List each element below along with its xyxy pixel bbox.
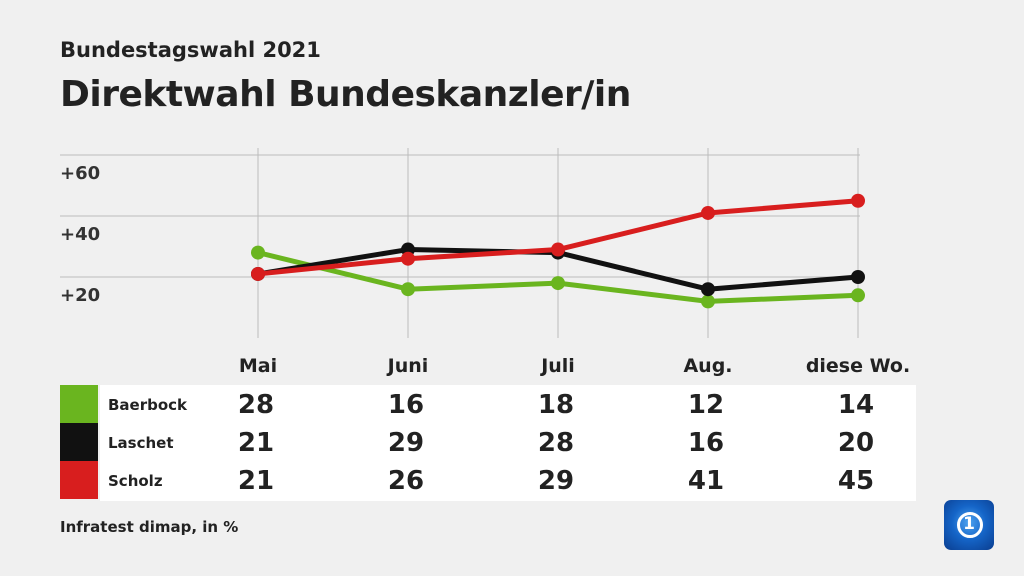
y-tick-label: +20 — [60, 285, 100, 306]
y-tick-label: +60 — [60, 163, 100, 184]
data-point-baerbock — [851, 288, 865, 303]
x-tick-label: Aug. — [683, 355, 732, 377]
line-chart: +20 +40 +60 Mai Juni Juli Aug. diese Wo. — [60, 148, 910, 377]
data-label: 14 — [837, 390, 875, 420]
legend-swatch — [60, 461, 98, 499]
x-tick-label: Juli — [539, 355, 575, 377]
data-point-laschet — [851, 270, 865, 284]
data-label: 16 — [387, 390, 425, 420]
data-point-scholz — [701, 205, 715, 220]
data-point-scholz — [551, 242, 565, 257]
chart-title: Direktwahl Bundeskanzler/in — [60, 74, 631, 115]
data-point-scholz — [251, 266, 265, 281]
data-point-laschet — [701, 282, 715, 297]
data-label: 28 — [537, 428, 575, 458]
data-label: 29 — [537, 466, 575, 496]
legend-label: Laschet — [108, 434, 174, 452]
data-label: 41 — [687, 466, 725, 496]
data-label: 29 — [387, 428, 425, 458]
supertitle: Bundestagswahl 2021 — [60, 38, 321, 62]
data-point-baerbock — [251, 245, 265, 260]
data-point-scholz — [401, 251, 415, 266]
data-table — [100, 385, 916, 501]
data-label: 21 — [237, 466, 275, 496]
x-tick-label: diese Wo. — [806, 355, 910, 377]
data-label: 26 — [387, 466, 425, 496]
data-label: 18 — [537, 390, 575, 420]
legend-label: Scholz — [108, 472, 163, 490]
data-label: 12 — [687, 390, 725, 420]
data-label: 21 — [237, 428, 275, 458]
legend-swatch — [60, 385, 98, 423]
x-tick-label: Juni — [386, 355, 429, 377]
data-point-baerbock — [551, 276, 565, 291]
ard-logo-icon: 1 — [944, 500, 994, 550]
logo-text: 1 — [963, 514, 975, 534]
data-label: 45 — [837, 466, 875, 496]
source-note: Infratest dimap, in % — [60, 518, 239, 536]
data-label: 16 — [687, 428, 725, 458]
data-point-scholz — [851, 193, 865, 208]
data-label: 28 — [237, 390, 275, 420]
legend-swatch — [60, 423, 98, 461]
data-label: 20 — [837, 428, 875, 458]
data-point-baerbock — [701, 294, 715, 309]
y-tick-label: +40 — [60, 224, 100, 245]
legend-label: Baerbock — [108, 396, 188, 414]
x-tick-label: Mai — [239, 355, 277, 377]
data-point-baerbock — [401, 282, 415, 297]
